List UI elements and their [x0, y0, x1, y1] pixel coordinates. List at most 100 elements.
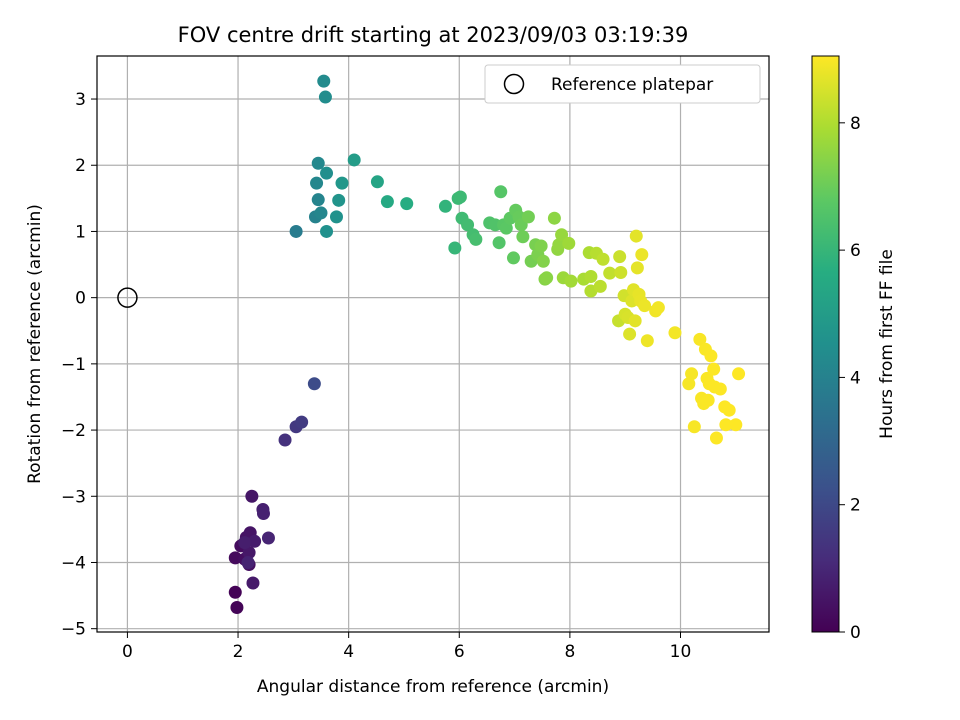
scatter-point — [562, 236, 576, 250]
scatter-point — [448, 241, 462, 255]
y-tick-label: 2 — [75, 156, 86, 176]
y-axis-label: Rotation from reference (arcmin) — [25, 204, 45, 484]
scatter-point — [704, 349, 718, 363]
colorbar-tick-label: 2 — [850, 496, 861, 516]
scatter-point — [320, 166, 334, 180]
x-tick-label: 0 — [122, 642, 133, 662]
scatter-point — [278, 433, 292, 447]
scatter-point — [603, 266, 617, 280]
x-tick-label: 8 — [564, 642, 575, 662]
scatter-point — [651, 301, 665, 315]
scatter-point — [246, 576, 260, 590]
colorbar-gradient — [811, 55, 840, 633]
colorbar-tick-label: 4 — [850, 368, 861, 388]
scatter-point — [245, 489, 259, 503]
scatter-point — [469, 232, 483, 246]
legend-entry-label: Reference platepar — [551, 75, 713, 95]
scatter-point — [547, 211, 561, 225]
scatter-point — [307, 377, 321, 391]
scatter-point — [311, 156, 325, 170]
scatter-point — [461, 218, 475, 232]
scatter-point — [707, 362, 721, 376]
scatter-point — [628, 314, 642, 328]
scatter-point — [311, 193, 325, 207]
x-axis-ticks: 0 2 4 6 8 10 — [122, 632, 691, 662]
scatter-point — [494, 185, 508, 199]
y-tick-label: −2 — [61, 421, 86, 441]
scatter-point — [370, 175, 384, 189]
scatter-point — [638, 299, 652, 313]
scatter-point — [693, 332, 707, 346]
scatter-point — [261, 531, 275, 545]
y-tick-label: 0 — [75, 289, 86, 309]
scatter-point — [713, 382, 727, 396]
scatter-point — [564, 274, 578, 288]
x-tick-label: 10 — [670, 642, 692, 662]
y-tick-label: −1 — [61, 355, 86, 375]
scatter-point — [242, 546, 256, 560]
chart-title: FOV centre drift starting at 2023/09/03 … — [178, 23, 689, 47]
scatter-point — [400, 197, 414, 211]
scatter-point — [709, 431, 723, 445]
scatter-point — [682, 377, 696, 391]
colorbar-tick-label: 0 — [850, 623, 861, 643]
scatter-point — [241, 555, 255, 569]
scatter-point — [584, 269, 598, 283]
scatter-point — [492, 236, 506, 250]
scatter-point — [256, 506, 270, 520]
colorbar-tick-label: 8 — [850, 114, 861, 134]
scatter-point — [640, 334, 654, 348]
grid — [97, 56, 769, 632]
scatter-point — [329, 210, 343, 224]
y-axis-ticks: −5 −4 −3 −2 −1 0 1 2 3 — [61, 90, 97, 640]
scatter-point — [635, 248, 649, 262]
scatter-point — [516, 230, 530, 244]
scatter-point — [596, 252, 610, 266]
scatter-point — [347, 153, 361, 167]
y-tick-label: −4 — [61, 553, 86, 573]
scatter-point — [722, 403, 736, 417]
y-tick-label: −3 — [61, 487, 86, 507]
scatter-point — [629, 229, 643, 243]
scatter-point — [238, 536, 252, 550]
scatter-point — [534, 239, 548, 253]
scatter-point — [438, 199, 452, 213]
scatter-point — [335, 176, 349, 190]
scatter-point — [729, 418, 743, 432]
x-tick-label: 6 — [454, 642, 465, 662]
scatter-point — [332, 193, 346, 207]
scatter-point — [318, 90, 332, 104]
plot-area-frame — [96, 55, 770, 633]
legend: Reference platepar — [484, 64, 761, 104]
legend-marker — [503, 73, 525, 95]
scatter-point — [506, 251, 520, 265]
scatter-point — [499, 221, 513, 235]
scatter-point — [701, 393, 715, 407]
x-tick-label: 4 — [343, 642, 354, 662]
scatter-point — [614, 265, 628, 279]
scatter-point — [687, 420, 701, 434]
scatter-point — [521, 210, 535, 224]
scatter-point — [552, 238, 566, 252]
scatter-point — [289, 224, 303, 238]
scatter-point — [320, 224, 334, 238]
y-tick-label: 3 — [75, 90, 86, 110]
scatter-points — [228, 74, 746, 615]
scatter-point — [540, 271, 554, 285]
scatter-point — [310, 176, 324, 190]
scatter-point — [630, 261, 644, 275]
scatter-point — [732, 367, 746, 381]
scatter-point — [228, 585, 242, 599]
colorbar: 0 2 4 6 8 Hours from first FF file — [811, 55, 897, 643]
x-tick-label: 2 — [233, 642, 244, 662]
scatter-point — [593, 279, 607, 293]
scatter-point — [623, 327, 637, 341]
scatter-point — [668, 326, 682, 340]
scatter-point — [380, 195, 394, 209]
scatter-point — [248, 534, 262, 548]
reference-point — [117, 287, 138, 308]
scatter-point — [536, 254, 550, 268]
scatter-point — [685, 367, 699, 381]
scatter-point — [295, 415, 309, 429]
